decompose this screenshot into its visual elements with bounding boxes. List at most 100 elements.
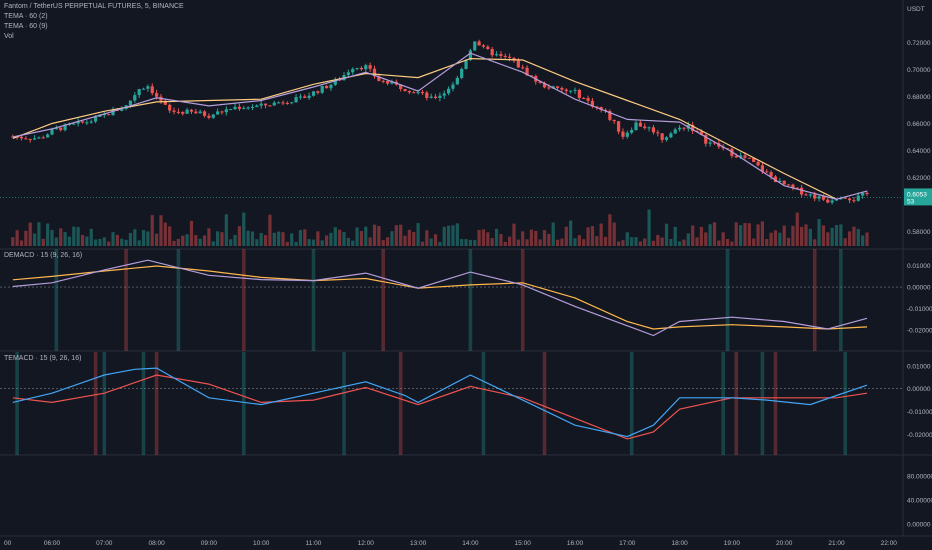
- volume-bar: [168, 226, 172, 246]
- volume-bar: [756, 224, 760, 246]
- volume-bar: [734, 222, 738, 246]
- candle-body: [664, 137, 669, 140]
- time-axis-label: 12:00: [358, 540, 375, 547]
- candle-body: [647, 127, 651, 129]
- volume-bar: [782, 225, 786, 246]
- volume-bar: [473, 240, 477, 246]
- volume-bar: [704, 232, 708, 246]
- time-axis-label: 10:00: [253, 540, 270, 547]
- volume-bar: [76, 227, 80, 246]
- temacd-cross-up-bar: [102, 352, 107, 455]
- candle-body: [852, 200, 856, 202]
- demacd-cross-down-bar: [381, 249, 386, 351]
- candle-body: [564, 89, 568, 92]
- volume-bar: [438, 241, 442, 246]
- temacd-tick-label: -0.01000: [907, 409, 932, 416]
- temacd-cross-up-bar: [629, 352, 634, 455]
- candle-body: [229, 109, 233, 111]
- volume-bar: [817, 218, 821, 246]
- volume-bar: [599, 223, 603, 246]
- volume-legend[interactable]: Vol: [4, 33, 14, 40]
- time-axis-label: 18:00: [671, 540, 688, 547]
- volume-bar: [525, 239, 529, 246]
- volume-bar: [111, 232, 115, 246]
- candle-body: [54, 127, 58, 130]
- volume-bar: [155, 233, 159, 246]
- candle-body: [490, 48, 494, 56]
- volume-bar: [268, 214, 272, 246]
- candle-body: [372, 68, 377, 77]
- price-candles[interactable]: [11, 39, 869, 205]
- volume-bar: [298, 230, 303, 246]
- candle-body: [630, 130, 634, 133]
- candle-body: [612, 119, 616, 122]
- candle-body: [50, 129, 54, 135]
- candle-body: [678, 127, 682, 130]
- price-unit-label: USDT: [907, 6, 925, 13]
- tema-fast-legend[interactable]: TEMA · 60 (2): [4, 13, 48, 20]
- volume-bar: [555, 239, 560, 246]
- candle-body: [769, 172, 773, 177]
- candle-body: [351, 68, 355, 73]
- volume-bar: [468, 239, 472, 246]
- candle-body: [808, 194, 812, 196]
- candle-body: [24, 138, 28, 140]
- candle-body: [691, 124, 695, 132]
- chart-axes: USDT 0.72000 0.70000 0.68000 0.66000 0.64000 0…: [4, 6, 932, 547]
- candle-body: [368, 65, 372, 69]
- volume-bar: [643, 238, 647, 246]
- candle-body: [250, 106, 255, 108]
- volume-bar: [651, 240, 656, 246]
- demacd-legend[interactable]: DEMACD · 15 (9, 26, 16): [4, 252, 83, 259]
- volume-bar: [333, 227, 337, 246]
- demacd-cross-down-bar: [124, 249, 128, 351]
- volume-bar: [346, 237, 350, 246]
- volume-bar: [691, 225, 695, 246]
- volume-bar: [80, 234, 85, 246]
- temacd-legend[interactable]: TEMACD · 15 (9, 26, 16): [4, 355, 82, 362]
- candle-body: [329, 84, 333, 89]
- volume-bar: [712, 222, 717, 246]
- candle-body: [172, 110, 176, 112]
- time-axis-label: 19:00: [724, 540, 741, 547]
- candle-body: [503, 55, 507, 57]
- volume-bar: [516, 239, 520, 246]
- temacd-cross-up-bar: [15, 352, 19, 455]
- volume-bar: [24, 230, 28, 246]
- demacd-cross-up-bar: [468, 249, 473, 351]
- volume-bar: [359, 231, 364, 246]
- volume-bar: [830, 227, 834, 246]
- candle-body: [847, 198, 852, 201]
- volume-bar: [551, 222, 555, 246]
- demacd-cross-down-bar: [241, 249, 246, 351]
- candle-body: [290, 102, 294, 104]
- candle-body: [220, 111, 224, 113]
- candle-body: [233, 106, 237, 110]
- candle-body: [473, 41, 477, 51]
- tema-slow-legend[interactable]: TEMA · 60 (9): [4, 23, 48, 30]
- volume-bar: [616, 241, 621, 246]
- fourth-pane-tick-label: 0.00000: [907, 522, 931, 529]
- candle-body: [538, 81, 542, 83]
- temacd-tick-label: 0.01000: [907, 363, 931, 370]
- candle-body: [817, 196, 821, 199]
- candle-body: [599, 106, 603, 110]
- candle-body: [481, 45, 486, 47]
- volume-bar: [503, 241, 507, 246]
- demacd-cross-up-bar: [311, 249, 316, 351]
- candle-body: [385, 81, 390, 84]
- volume-bar: [673, 226, 677, 246]
- symbol-title[interactable]: Fantom / TetherUS PERPETUAL FUTURES, 5, …: [4, 3, 184, 10]
- volume-bar: [416, 223, 420, 246]
- volume-bar: [19, 240, 24, 246]
- candle-body: [28, 138, 32, 140]
- volume-bar: [625, 232, 629, 246]
- candle-body: [146, 86, 150, 89]
- time-axis-label: 11:00: [306, 540, 322, 547]
- volume-bar: [403, 235, 407, 246]
- candle-body: [494, 54, 499, 56]
- volume-bar: [368, 237, 372, 246]
- volume-bar: [390, 231, 394, 246]
- volume-bar: [442, 226, 446, 246]
